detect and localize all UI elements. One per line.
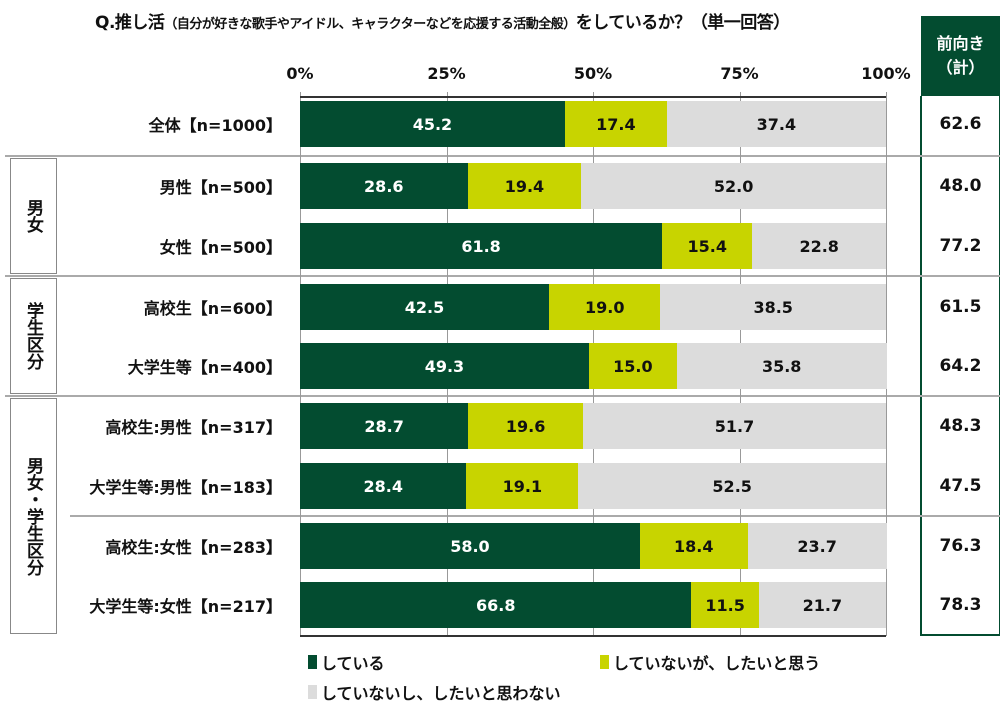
bar-segment-1: 28.6 (300, 163, 468, 209)
x-tick-label: 25% (427, 64, 466, 83)
row-label: 高校生【n=600】 (143, 299, 282, 318)
bar-segment-1: 66.8 (300, 582, 692, 628)
group-label: 男女・学生区分 (10, 398, 57, 634)
bar-segment-3: 35.8 (676, 343, 887, 389)
group-separator (5, 155, 1000, 157)
bar-segment-2: 19.6 (468, 403, 584, 449)
bar-segment-2: 15.0 (588, 343, 677, 389)
x-tick-label: 50% (573, 64, 613, 83)
bar-segment-2: 19.4 (467, 163, 582, 209)
legend-item: していないし、したいと思わない (308, 680, 561, 704)
row-label: 大学生等:男性【n=183】 (89, 478, 282, 497)
legend-item: していないが、したいと思う (600, 650, 820, 674)
bar-segment-2: 15.4 (662, 223, 753, 269)
row-label: 大学生等【n=400】 (127, 358, 282, 377)
row-label: 高校生:女性【n=283】 (105, 538, 282, 557)
x-axis-line (300, 96, 886, 98)
bar-segment-3: 52.0 (581, 163, 886, 209)
bar-segment-2: 17.4 (564, 101, 667, 147)
bar-segment-2: 18.4 (639, 523, 748, 569)
summary-value: 76.3 (939, 536, 982, 556)
legend-item: している (308, 650, 385, 674)
x-tick-label: 75% (720, 64, 759, 83)
bar-segment-2: 19.0 (549, 284, 661, 330)
bar-segment-2: 11.5 (691, 582, 759, 628)
bar-segment-3: 21.7 (758, 582, 886, 628)
bar-segment-1: 42.5 (300, 284, 550, 330)
bar-segment-3: 37.4 (666, 101, 886, 147)
row-label: 女性【n=500】 (159, 238, 282, 257)
legend-swatch (308, 655, 317, 669)
group-label: 学生区分 (10, 278, 57, 394)
summary-value: 48.0 (939, 176, 982, 196)
row-label: 全体【n=1000】 (148, 116, 282, 135)
group-separator (5, 395, 1000, 397)
bar-segment-1: 61.8 (300, 223, 663, 269)
summary-header: 前向き （計） (921, 16, 1000, 96)
summary-value: 47.5 (939, 476, 982, 496)
x-axis-bottom (300, 635, 886, 637)
bar-segment-1: 28.7 (300, 403, 469, 449)
group-label: 男女 (10, 158, 57, 274)
summary-value: 62.6 (939, 114, 982, 134)
chart-title: Q.推し活（自分が好きな歌手やアイドル、キャラクターなどを応援する活動全般）をし… (95, 13, 790, 33)
row-label: 男性【n=500】 (159, 178, 282, 197)
bar-segment-2: 19.1 (466, 463, 579, 509)
summary-value: 77.2 (939, 236, 982, 256)
bar-segment-3: 38.5 (660, 284, 886, 330)
row-label: 高校生:男性【n=317】 (105, 418, 282, 437)
summary-value: 78.3 (939, 595, 982, 615)
bar-segment-3: 23.7 (747, 523, 887, 569)
legend-swatch (308, 685, 317, 699)
x-tick-label: 100% (861, 64, 911, 83)
summary-value: 48.3 (939, 416, 982, 436)
summary-value: 61.5 (939, 297, 982, 317)
group-separator (5, 275, 1000, 277)
x-tick-label: 0% (286, 64, 314, 83)
legend-label: していないし、したいと思わない (321, 684, 561, 703)
bar-segment-1: 49.3 (300, 343, 589, 389)
bar-segment-3: 22.8 (752, 223, 886, 269)
bar-segment-1: 45.2 (300, 101, 565, 147)
bar-segment-1: 58.0 (300, 523, 640, 569)
bar-segment-3: 52.5 (578, 463, 886, 509)
row-label: 大学生等:女性【n=217】 (89, 597, 282, 616)
summary-value: 64.2 (939, 356, 982, 376)
legend-label: していないが、したいと思う (613, 654, 821, 673)
legend-swatch (600, 655, 609, 669)
legend-label: している (321, 654, 385, 673)
bar-segment-3: 51.7 (583, 403, 886, 449)
group-separator (70, 515, 1000, 517)
bar-segment-1: 28.4 (300, 463, 467, 509)
